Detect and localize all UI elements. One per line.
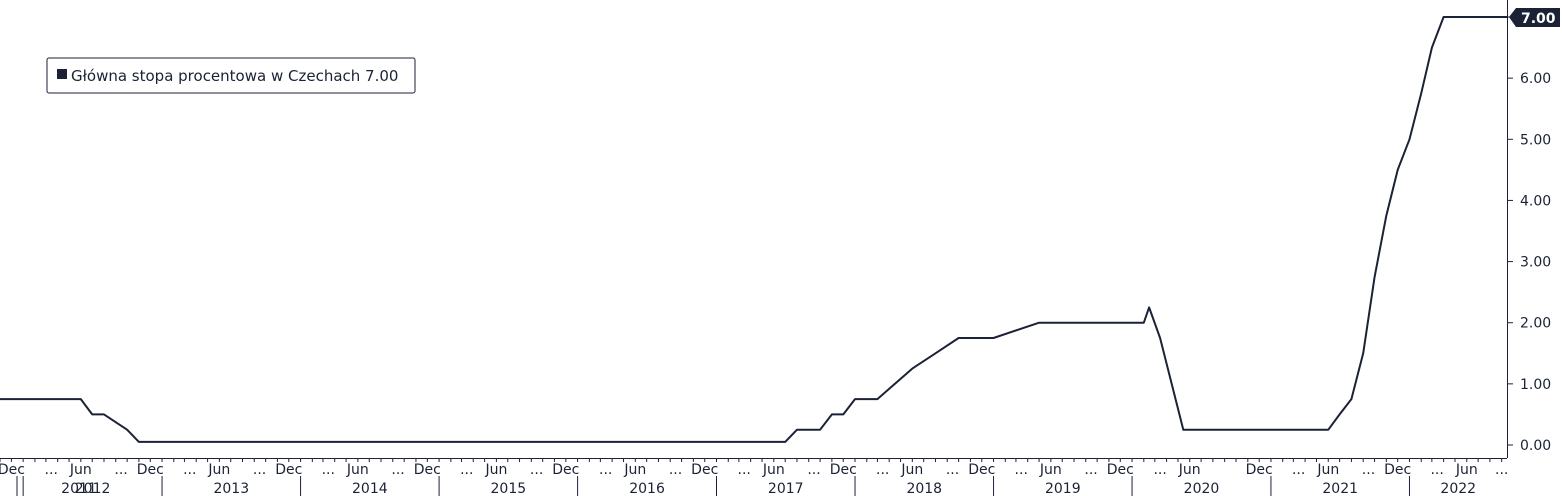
x-year-label: 2014 bbox=[352, 481, 388, 496]
series-layer bbox=[0, 16, 1507, 443]
x-year-label: 2020 bbox=[1184, 481, 1220, 496]
legend[interactable]: Główna stopa procentowa w Czechach 7.00 bbox=[46, 57, 416, 94]
x-tick-label: Dec bbox=[0, 462, 25, 478]
x-tick-label: Dec bbox=[691, 462, 718, 478]
last-value-badge bbox=[1509, 8, 1560, 27]
y-tick-label: 3.00 bbox=[1520, 255, 1551, 271]
x-year-label: 2019 bbox=[1045, 481, 1081, 496]
x-year-label: 2011 bbox=[61, 481, 97, 496]
y-tick-label: 0.00 bbox=[1520, 438, 1551, 454]
x-tick-label: ... bbox=[183, 462, 196, 478]
y-tick-label: 5.00 bbox=[1520, 132, 1551, 148]
y-tick-label: 1.00 bbox=[1520, 377, 1551, 393]
x-tick-label: ... bbox=[530, 462, 543, 478]
y-tick-label: 2.00 bbox=[1520, 316, 1551, 332]
x-year-label: 2013 bbox=[213, 481, 249, 496]
x-tick-label: Dec bbox=[1384, 462, 1411, 478]
x-tick-label: ... bbox=[1292, 462, 1305, 478]
x-tick-label: ... bbox=[946, 462, 959, 478]
x-tick-label: Jun bbox=[1039, 462, 1062, 478]
x-year-label: 2022 bbox=[1440, 481, 1476, 496]
x-tick-label: Jun bbox=[346, 462, 369, 478]
legend-box bbox=[46, 57, 416, 94]
x-year-label: 2015 bbox=[491, 481, 527, 496]
x-tick-label: ... bbox=[1430, 462, 1443, 478]
x-year-label: 2021 bbox=[1322, 481, 1358, 496]
x-tick-label: Dec bbox=[1246, 462, 1273, 478]
x-tick-label: ... bbox=[876, 462, 889, 478]
x-tick-label: Dec bbox=[137, 462, 164, 478]
x-tick-label: Jun bbox=[484, 462, 507, 478]
x-tick-label: Jun bbox=[623, 462, 646, 478]
x-tick-label: Jun bbox=[207, 462, 230, 478]
x-year-label: 2018 bbox=[906, 481, 942, 496]
legend-label: Główna stopa procentowa w Czechach 7.00 bbox=[71, 67, 398, 85]
x-tick-label: Jun bbox=[900, 462, 923, 478]
x-tick-label: Jun bbox=[1455, 462, 1478, 478]
x-tick-label: ... bbox=[1153, 462, 1166, 478]
legend-swatch bbox=[57, 69, 67, 79]
x-tick-label: ... bbox=[391, 462, 404, 478]
x-tick-label: Jun bbox=[69, 462, 92, 478]
x-tick-label: Dec bbox=[275, 462, 302, 478]
x-tick-label: ... bbox=[253, 462, 266, 478]
x-tick-label: Jun bbox=[1178, 462, 1201, 478]
x-tick-label: ... bbox=[460, 462, 473, 478]
x-tick-label: Dec bbox=[1107, 462, 1134, 478]
y-tick-label: 6.00 bbox=[1520, 71, 1551, 87]
y-tick-label: 4.00 bbox=[1520, 193, 1551, 209]
x-tick-label: ... bbox=[1495, 462, 1508, 478]
x-tick-label: Dec bbox=[968, 462, 995, 478]
x-tick-label: ... bbox=[45, 462, 58, 478]
x-tick-label: ... bbox=[1084, 462, 1097, 478]
x-tick-label: ... bbox=[114, 462, 127, 478]
x-tick-label: Jun bbox=[1316, 462, 1339, 478]
x-tick-label: Jun bbox=[762, 462, 785, 478]
x-tick-label: ... bbox=[738, 462, 751, 478]
x-tick-label: Dec bbox=[414, 462, 441, 478]
x-tick-label: ... bbox=[1362, 462, 1375, 478]
x-tick-label: ... bbox=[807, 462, 820, 478]
last-value-label: 7.00 bbox=[1521, 11, 1556, 27]
x-tick-label: ... bbox=[599, 462, 612, 478]
x-year-label: 2017 bbox=[768, 481, 804, 496]
x-tick-label: ... bbox=[669, 462, 682, 478]
x-tick-label: ... bbox=[1015, 462, 1028, 478]
series-line bbox=[0, 16, 1507, 443]
x-tick-label: ... bbox=[322, 462, 335, 478]
x-tick-label: Dec bbox=[830, 462, 857, 478]
last-value-marker: 7.00 bbox=[1509, 8, 1560, 27]
x-year-label: 2016 bbox=[629, 481, 665, 496]
x-year-label: 2012 bbox=[75, 481, 111, 496]
x-tick-label: Dec bbox=[552, 462, 579, 478]
